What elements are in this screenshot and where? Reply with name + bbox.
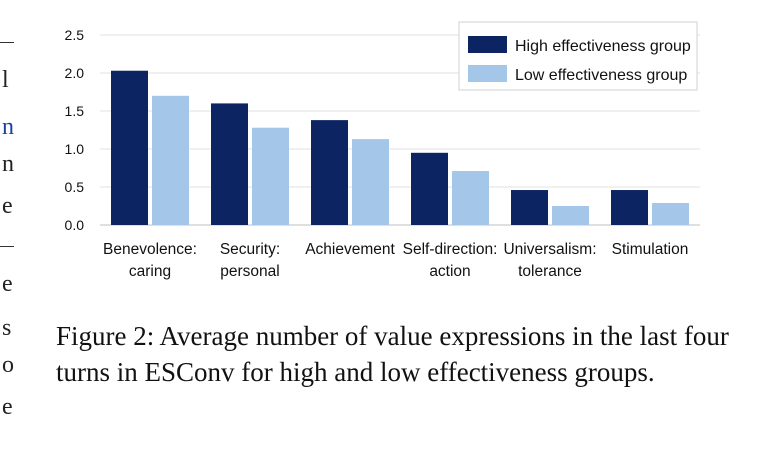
left-margin-fragment: l n n e e s o e <box>0 0 22 456</box>
margin-glyph: e <box>2 394 13 420</box>
bar-chart: 0.0 0.5 1.0 1.5 2.0 2.5 Benevolence: caring Sec… <box>65 21 700 280</box>
margin-glyph: e <box>2 271 13 297</box>
x-category-label: caring <box>129 263 171 280</box>
bar-low <box>152 95 189 225</box>
margin-glyph: l <box>2 67 9 93</box>
x-category-label: Universalism: <box>503 241 596 258</box>
x-category-label: action <box>429 263 470 280</box>
margin-rule <box>0 42 14 43</box>
x-category-label: Achievement <box>305 241 395 258</box>
gridlines <box>100 34 700 226</box>
y-tick-label: 0.0 <box>65 217 85 233</box>
legend-swatch <box>468 65 507 82</box>
bars <box>111 70 689 225</box>
bar-low <box>452 171 489 225</box>
margin-glyph: s <box>2 315 12 341</box>
y-axis-ticks: 0.0 0.5 1.0 1.5 2.0 2.5 <box>65 27 85 233</box>
bar-high <box>211 103 248 225</box>
legend-swatch <box>468 36 507 53</box>
x-category-label: Stimulation <box>612 241 689 258</box>
margin-glyph: n <box>2 114 14 140</box>
margin-glyph: o <box>2 352 14 378</box>
bar-low <box>252 127 289 225</box>
x-category-label: Benevolence: <box>103 241 197 258</box>
x-category-label: Security: <box>220 241 280 258</box>
bar-high <box>611 190 648 225</box>
legend-label: Low effectiveness group <box>515 67 687 84</box>
bar-high <box>311 120 348 225</box>
legend: High effectiveness group Low effectivenes… <box>458 21 698 91</box>
y-tick-label: 1.5 <box>65 103 85 119</box>
x-category-label: tolerance <box>518 263 582 280</box>
y-tick-label: 1.0 <box>65 141 85 157</box>
bar-low <box>552 206 589 225</box>
margin-rule <box>0 246 14 247</box>
y-tick-label: 0.5 <box>65 179 85 195</box>
x-axis-labels: Benevolence: caring Security: personal Achie… <box>103 241 688 280</box>
bar-high <box>511 190 548 225</box>
bar-high <box>411 152 448 225</box>
bar-low <box>352 139 389 225</box>
bar-low <box>652 202 689 225</box>
legend-label: High effectiveness group <box>515 38 691 55</box>
figure-caption: Figure 2: Average number of value expres… <box>56 321 729 387</box>
bar-high <box>111 70 148 225</box>
x-category-label: Self-direction: <box>403 241 498 258</box>
y-tick-label: 2.5 <box>65 27 85 43</box>
x-category-label: personal <box>220 263 279 280</box>
margin-glyph: n <box>2 151 14 177</box>
margin-glyph: e <box>2 193 13 219</box>
y-tick-label: 2.0 <box>65 65 85 81</box>
